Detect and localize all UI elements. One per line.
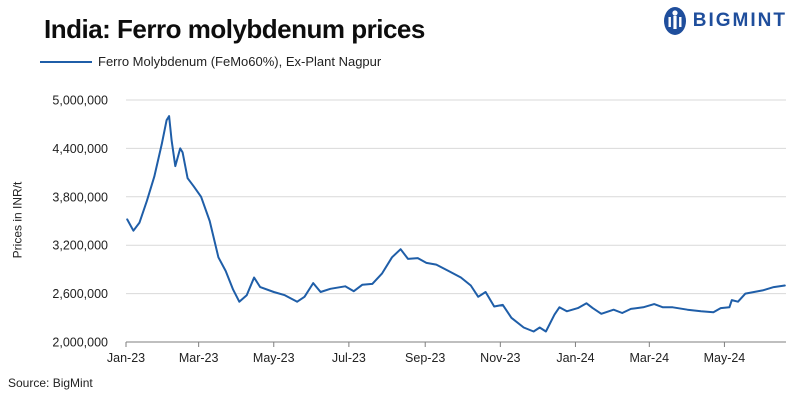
- x-tick-label: Jan-24: [556, 351, 594, 365]
- chart-title: India: Ferro molybdenum prices: [44, 14, 425, 44]
- x-tick-label: Jan-23: [107, 351, 145, 365]
- y-tick-label: 4,400,000: [52, 142, 108, 156]
- y-tick-label: 3,800,000: [52, 190, 108, 204]
- y-tick-label: 3,200,000: [52, 239, 108, 253]
- brand-logo: BIGMINT: [663, 6, 787, 36]
- x-tick-label: Mar-24: [630, 351, 670, 365]
- x-axis-ticks: Jan-23 Mar-23 May-23 Jul-23 Sep-23 Nov-23 Jan-…: [107, 342, 745, 365]
- source-note: Source: BigMint: [8, 376, 93, 390]
- x-tick-label: Nov-23: [480, 351, 520, 365]
- x-tick-label: Jul-23: [332, 351, 366, 365]
- bigmint-logo-icon: [663, 7, 686, 35]
- x-tick-label: Sep-23: [405, 351, 445, 365]
- x-tick-label: Mar-23: [179, 351, 219, 365]
- grid-lines: [126, 99, 786, 295]
- x-tick-label: May-23: [253, 351, 295, 365]
- legend-swatch: [40, 60, 92, 63]
- chart-legend: Ferro Molybdenum (FeMo60%), Ex-Plant Nag…: [40, 54, 381, 69]
- x-tick-label: May-24: [704, 351, 746, 365]
- series-group: [126, 115, 786, 333]
- y-axis-ticks: 2,000,000 2,600,000 3,200,000 3,800,000 4,40…: [52, 94, 108, 350]
- y-tick-label: 2,600,000: [52, 287, 108, 301]
- brand-name: BIGMINT: [692, 10, 787, 31]
- y-tick-label: 5,000,000: [52, 94, 108, 108]
- series-line-0: [126, 115, 786, 333]
- legend-label: Ferro Molybdenum (FeMo60%), Ex-Plant Nag…: [98, 54, 382, 69]
- y-tick-label: 2,000,000: [52, 336, 108, 350]
